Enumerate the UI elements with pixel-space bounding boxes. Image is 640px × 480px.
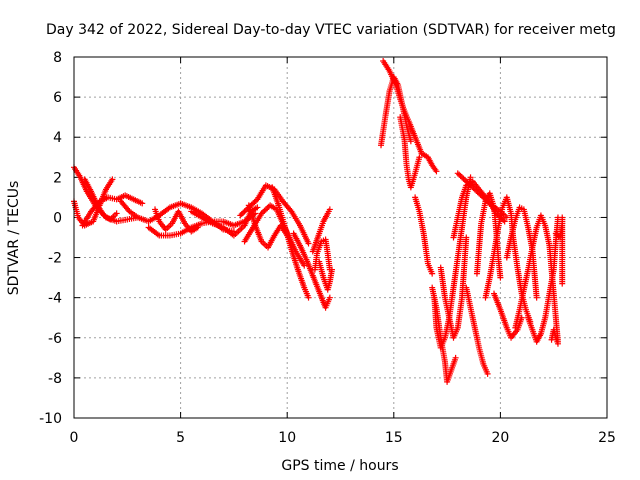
data-point: [305, 240, 312, 247]
data-point: [301, 262, 308, 269]
data-point: [467, 174, 474, 181]
data-point: [554, 340, 561, 347]
x-tick-label: 15: [385, 430, 403, 446]
y-tick-label: -10: [39, 411, 62, 427]
plot-frame: [73, 56, 608, 419]
data-point: [484, 370, 491, 377]
y-tick-label: -6: [48, 331, 62, 347]
data-point: [328, 266, 335, 273]
x-tick-label: 5: [176, 430, 185, 446]
data-point: [463, 234, 470, 241]
y-tick-label: 0: [53, 210, 62, 226]
data-point: [326, 206, 333, 213]
x-axis-label: GPS time / hours: [281, 458, 398, 474]
x-tick-label: 0: [70, 430, 79, 446]
data-point: [433, 168, 440, 175]
data-point: [326, 294, 333, 301]
data-point: [452, 354, 459, 361]
data-point: [139, 200, 146, 207]
y-tick-label: -4: [48, 291, 62, 307]
data-point: [429, 270, 436, 277]
data-points: [71, 58, 566, 385]
data-point: [497, 274, 504, 281]
chart-title: Day 342 of 2022, Sidereal Day-to-day VTE…: [46, 22, 616, 38]
x-tick-label: 20: [491, 430, 509, 446]
data-point: [194, 224, 201, 231]
data-point: [533, 294, 540, 301]
y-tick-label: 2: [53, 170, 62, 186]
y-tick-label: 8: [53, 50, 62, 66]
data-point: [407, 138, 414, 145]
y-tick-label: 4: [53, 130, 62, 146]
data-point: [109, 176, 116, 183]
data-point: [305, 294, 312, 301]
y-tick-label: 6: [53, 90, 62, 106]
grid-lines: [74, 57, 607, 418]
data-point: [501, 218, 508, 225]
data-point: [416, 154, 423, 161]
data-point: [254, 204, 261, 211]
y-tick-label: -2: [48, 251, 62, 267]
data-point: [113, 210, 120, 217]
data-point: [559, 280, 566, 287]
x-tick-label: 10: [278, 430, 296, 446]
x-tick-label: 25: [598, 430, 616, 446]
data-point: [252, 210, 259, 217]
y-tick-label: -8: [48, 371, 62, 387]
y-axis-label: SDTVAR / TECUs: [6, 181, 22, 296]
